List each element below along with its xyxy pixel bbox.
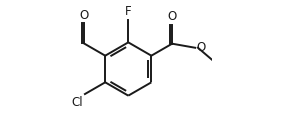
Text: O: O <box>196 41 206 54</box>
Text: Cl: Cl <box>71 96 83 109</box>
Text: F: F <box>125 5 132 18</box>
Text: O: O <box>168 10 177 23</box>
Text: O: O <box>79 9 89 22</box>
